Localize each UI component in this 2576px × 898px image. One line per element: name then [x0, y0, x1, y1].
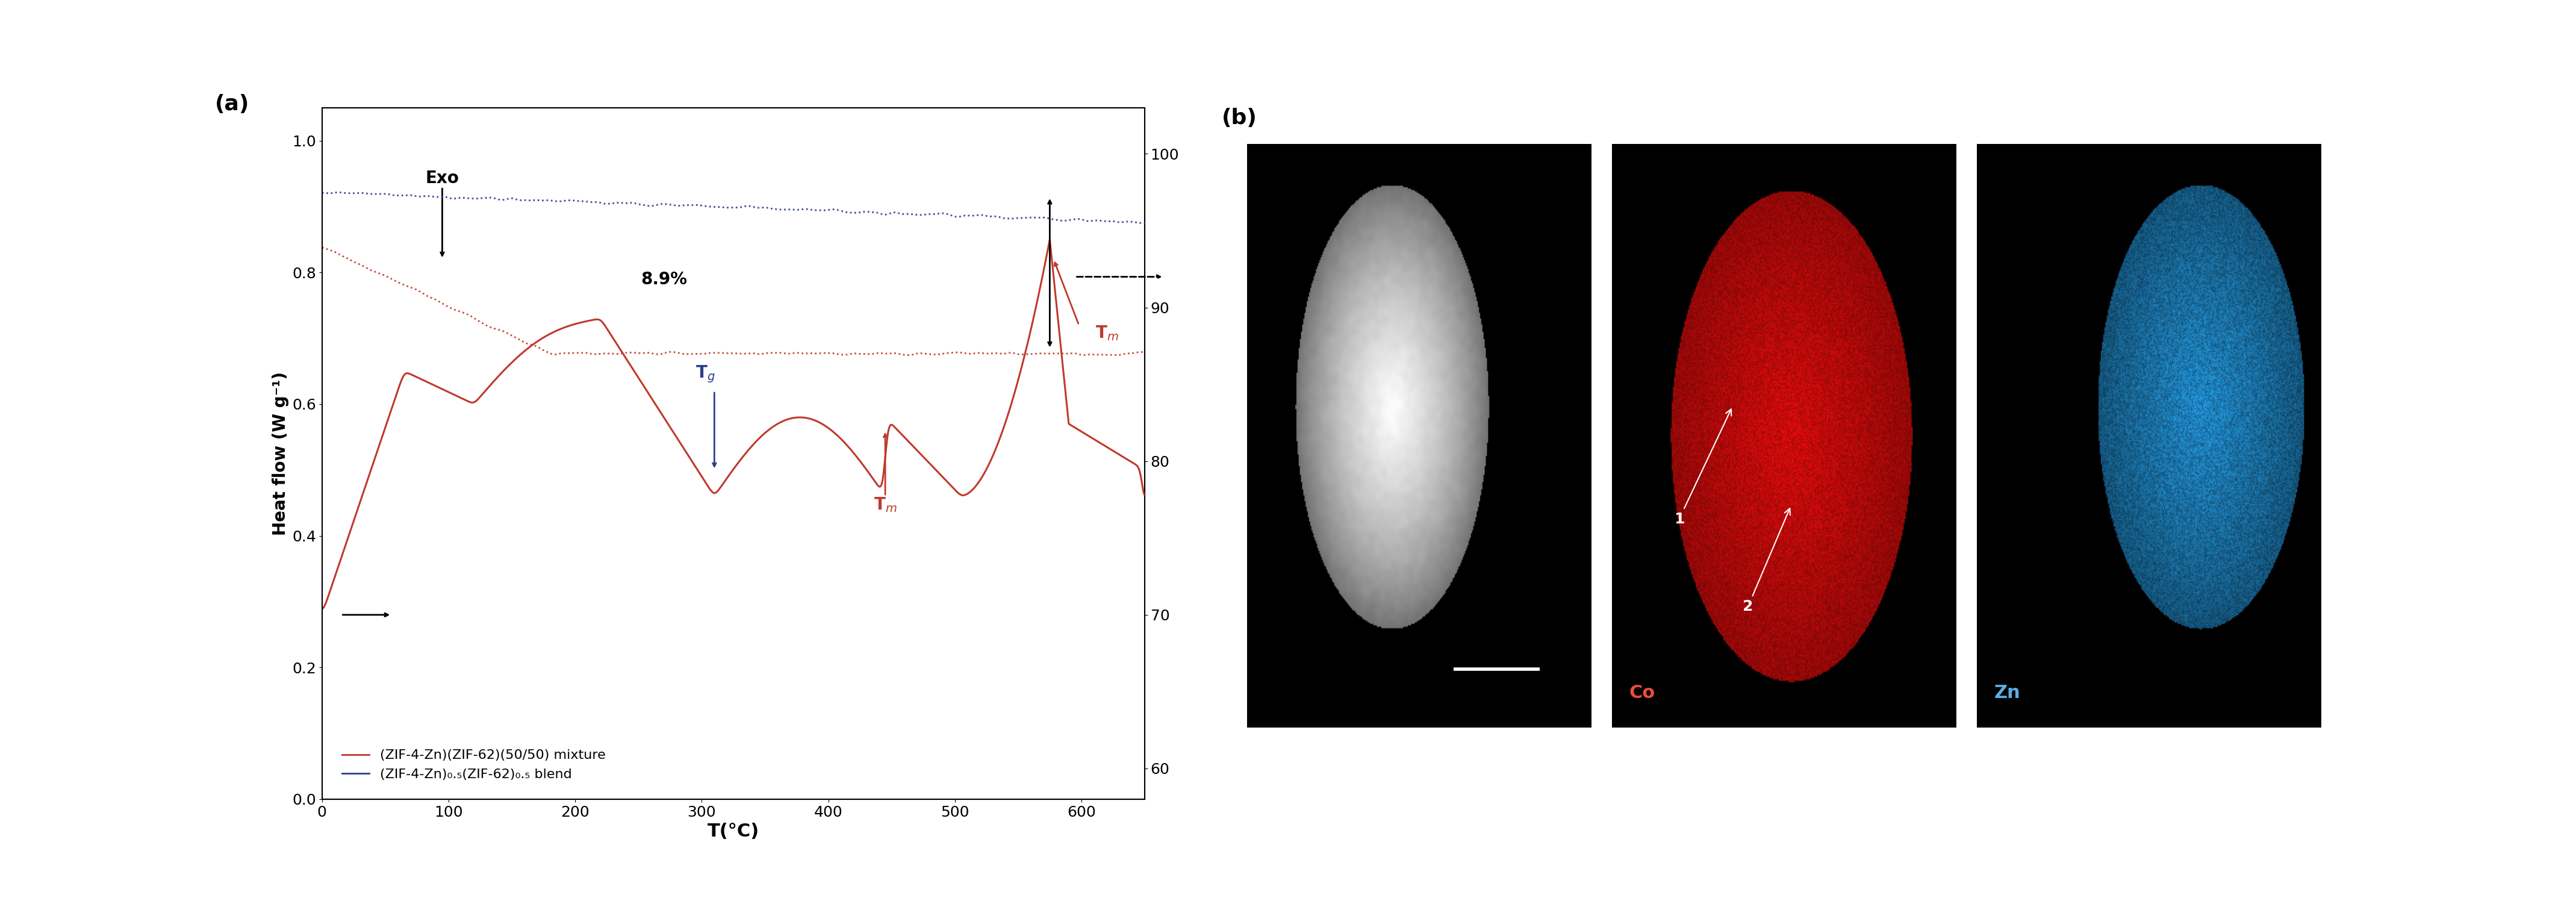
Text: 2: 2: [1744, 508, 1790, 613]
Text: Exo: Exo: [425, 170, 459, 187]
Text: Zn: Zn: [1994, 684, 2020, 702]
X-axis label: T(°C): T(°C): [708, 823, 760, 841]
Text: 8.9%: 8.9%: [641, 271, 688, 288]
Text: 1: 1: [1674, 409, 1731, 526]
Text: (b): (b): [1221, 108, 1257, 128]
Y-axis label: Heat flow (W g⁻¹): Heat flow (W g⁻¹): [273, 372, 289, 535]
Text: T$_m$: T$_m$: [873, 496, 896, 514]
Legend: (ZIF-4-Zn)(ZIF-62)(50/50) mixture, (ZIF-4-Zn)₀.₅(ZIF-62)₀.₅ blend: (ZIF-4-Zn)(ZIF-62)(50/50) mixture, (ZIF-…: [337, 744, 611, 786]
Text: T$_g$: T$_g$: [696, 364, 716, 384]
Text: T$_m$: T$_m$: [1095, 324, 1118, 342]
Text: (a): (a): [214, 94, 250, 114]
Text: Co: Co: [1628, 684, 1656, 702]
